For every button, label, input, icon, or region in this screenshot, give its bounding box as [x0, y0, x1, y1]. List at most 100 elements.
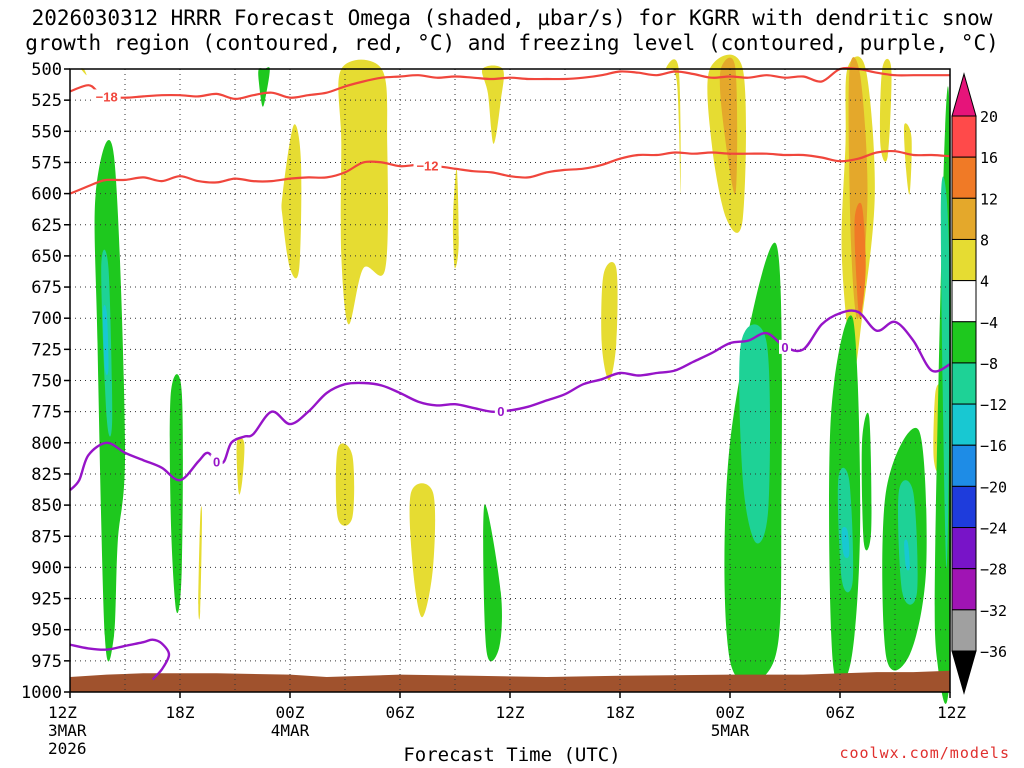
x-tick-label-5: 18Z [606, 703, 635, 722]
colorbar-bin-0 [951, 115, 977, 158]
freezing-contour-label-0-1: 0 [497, 404, 504, 419]
y-tick-label-725: 725 [31, 340, 62, 360]
colorbar-bin-2 [951, 197, 977, 240]
omega-region-29 [841, 526, 850, 559]
freezing-contour-1 [69, 638, 171, 681]
dgz-contour-label-1-bg [413, 158, 442, 173]
omega-region-17 [198, 506, 202, 620]
title-line-1: 2026030312 HRRR Forecast Omega (shaded, … [31, 6, 993, 30]
y-tick-label-850: 850 [31, 496, 62, 516]
colorbar-bin-5 [951, 321, 977, 364]
colorbar-bin-7 [951, 403, 977, 446]
colorbar-label-8: −16 [980, 437, 1007, 455]
colorbar-bin-9 [951, 485, 977, 529]
colorbar-label-0: 20 [980, 108, 998, 126]
x-tick-label-3: 06Z [386, 703, 415, 722]
y-tick-label-600: 600 [31, 185, 62, 205]
colorbar-label-11: −28 [980, 561, 1007, 579]
chart-title: 2026030312 HRRR Forecast Omega (shaded, … [0, 6, 1024, 56]
x-tick-label-2: 00Z [276, 703, 305, 722]
y-axis: 500 525 550 575 600 625 650 675 700 725 750 775 800 8… [21, 60, 70, 703]
colorbar-label-13: −36 [980, 643, 1007, 661]
freezing-contour-label-0-2-bg [779, 339, 791, 354]
freezing-contour-label-0-0: 0 [213, 454, 220, 469]
y-tick-label-575: 575 [31, 153, 62, 173]
omega-region-3 [281, 124, 302, 279]
x-tick-date-0: 3MAR [48, 721, 87, 740]
omega-region-35 [861, 412, 872, 551]
omega-region-22 [102, 304, 109, 376]
dgz-contour-label-0-bg [92, 89, 121, 104]
omega-region-26 [739, 324, 771, 544]
x-tick-label-7: 06Z [826, 703, 855, 722]
x-axis-label: Forecast Time (UTC) [403, 744, 621, 766]
y-tick-label-875: 875 [31, 527, 62, 547]
y-tick-label-1000: 1000 [21, 683, 62, 703]
colorbar: 20 16 12 8 4 −4 −8 −12 −16 −20 −24 −28 −32 −36 [951, 72, 1007, 695]
colorbar-bottom-arrow [951, 650, 977, 695]
x-tick-label-0: 12Z [48, 703, 77, 722]
y-tick-label-925: 925 [31, 590, 62, 610]
colorbar-label-3: 8 [980, 231, 989, 249]
omega-region-34 [940, 176, 950, 569]
omega-region-23 [169, 374, 183, 614]
x-tick-date-6: 5MAR [711, 721, 750, 740]
contour-lines: −18 −12 0 0 0 [69, 66, 951, 681]
freezing-contour-label-0-0-bg [210, 454, 223, 469]
x-tick-label-4: 12Z [496, 703, 525, 722]
omega-region-7 [665, 59, 681, 194]
y-tick-label-750: 750 [31, 372, 62, 392]
y-tick-label-550: 550 [31, 122, 62, 142]
x-tick-year-0: 2026 [48, 739, 87, 758]
colorbar-bin-6 [951, 362, 977, 405]
y-tick-label-675: 675 [31, 278, 62, 298]
y-tick-label-525: 525 [31, 91, 62, 111]
freezing-contour-label-0-2: 0 [781, 340, 788, 355]
dgz-contour-1 [69, 149, 951, 195]
y-tick-label-500: 500 [31, 60, 62, 80]
dgz-contour-0 [69, 66, 950, 101]
colorbar-label-5: −4 [980, 314, 998, 332]
colorbar-label-2: 12 [980, 190, 998, 208]
dgz-contour-label-0: −18 [96, 89, 118, 104]
y-tick-label-950: 950 [31, 621, 62, 641]
y-tick-label-825: 825 [31, 465, 62, 485]
y-tick-label-700: 700 [31, 309, 62, 329]
colorbar-bin-4 [951, 280, 977, 323]
colorbar-bin-3 [951, 238, 977, 282]
omega-region-0 [80, 68, 87, 76]
omega-region-31 [898, 480, 918, 605]
colorbar-label-10: −24 [980, 520, 1007, 538]
colorbar-bin-11 [951, 568, 977, 611]
title-line-2: growth region (contoured, red, °C) and f… [25, 31, 999, 55]
y-tick-label-800: 800 [31, 434, 62, 454]
omega-region-32 [904, 539, 910, 571]
y-tick-label-775: 775 [31, 403, 62, 423]
colorbar-bin-8 [951, 444, 977, 487]
colorbar-label-7: −12 [980, 396, 1007, 414]
x-tick-label-6: 00Z [716, 703, 745, 722]
colorbar-bin-12 [951, 609, 977, 652]
colorbar-label-4: 4 [980, 273, 989, 291]
colorbar-label-12: −32 [980, 602, 1007, 620]
colorbar-label-9: −20 [980, 478, 1007, 496]
y-tick-label-650: 650 [31, 247, 62, 267]
omega-region-5 [452, 168, 459, 269]
omega-region-16 [236, 437, 245, 495]
terrain-area [70, 670, 950, 692]
dgz-contour-label-1: −12 [416, 159, 438, 174]
colorbar-bin-1 [951, 156, 977, 199]
omega-region-18 [409, 483, 436, 618]
omega-region-4 [481, 65, 504, 144]
y-tick-label-975: 975 [31, 652, 62, 672]
colorbar-top-arrow [951, 72, 977, 117]
omega-region-1 [258, 67, 270, 107]
omega-region-6 [601, 262, 618, 381]
x-tick-label-1: 18Z [166, 703, 195, 722]
colorbar-bin-10 [951, 527, 977, 570]
credit-link[interactable]: coolwx.com/models [839, 744, 1010, 762]
omega-region-2 [338, 59, 388, 325]
omega-shading [80, 54, 952, 704]
y-tick-label-900: 900 [31, 558, 62, 578]
